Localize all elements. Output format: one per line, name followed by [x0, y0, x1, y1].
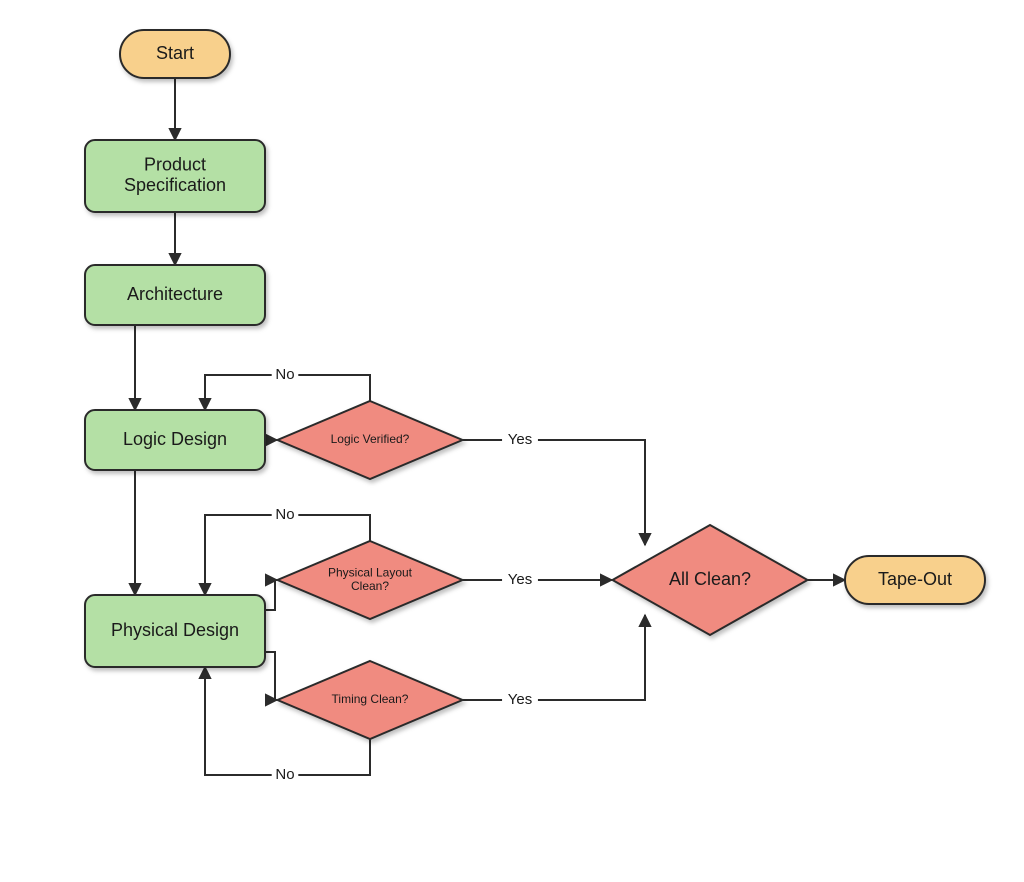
- terminal-label-start: Start: [156, 43, 194, 63]
- edge-phys-d_timing: [265, 652, 277, 700]
- decision-label-d_layout: Physical Layout: [328, 565, 413, 579]
- edge-label: No: [275, 366, 294, 383]
- edge-phys-d_layout: [265, 580, 277, 610]
- flowchart-canvas: Start ProductSpecification Architecture Log…: [0, 0, 1024, 882]
- edge-label: Yes: [508, 571, 532, 588]
- process-label-logic: Logic Design: [123, 429, 227, 449]
- edge-d_timing_yes-: [463, 615, 645, 700]
- edge-label: No: [275, 506, 294, 523]
- decision-label-d_layout: Clean?: [351, 579, 389, 593]
- process-label-arch: Architecture: [127, 284, 223, 304]
- edge-label: Yes: [508, 431, 532, 448]
- edge-d_logic_yes-: [463, 440, 645, 545]
- process-label-prodspec: Specification: [124, 175, 226, 195]
- decision-label-d_logic: Logic Verified?: [331, 432, 410, 446]
- process-label-prodspec: Product: [144, 154, 206, 174]
- terminal-label-tape: Tape-Out: [878, 569, 952, 589]
- decision-label-d_timing: Timing Clean?: [332, 692, 409, 706]
- decision-label-d_all: All Clean?: [669, 569, 751, 589]
- edge-label: No: [275, 766, 294, 783]
- edge-label: Yes: [508, 691, 532, 708]
- process-label-phys: Physical Design: [111, 620, 239, 640]
